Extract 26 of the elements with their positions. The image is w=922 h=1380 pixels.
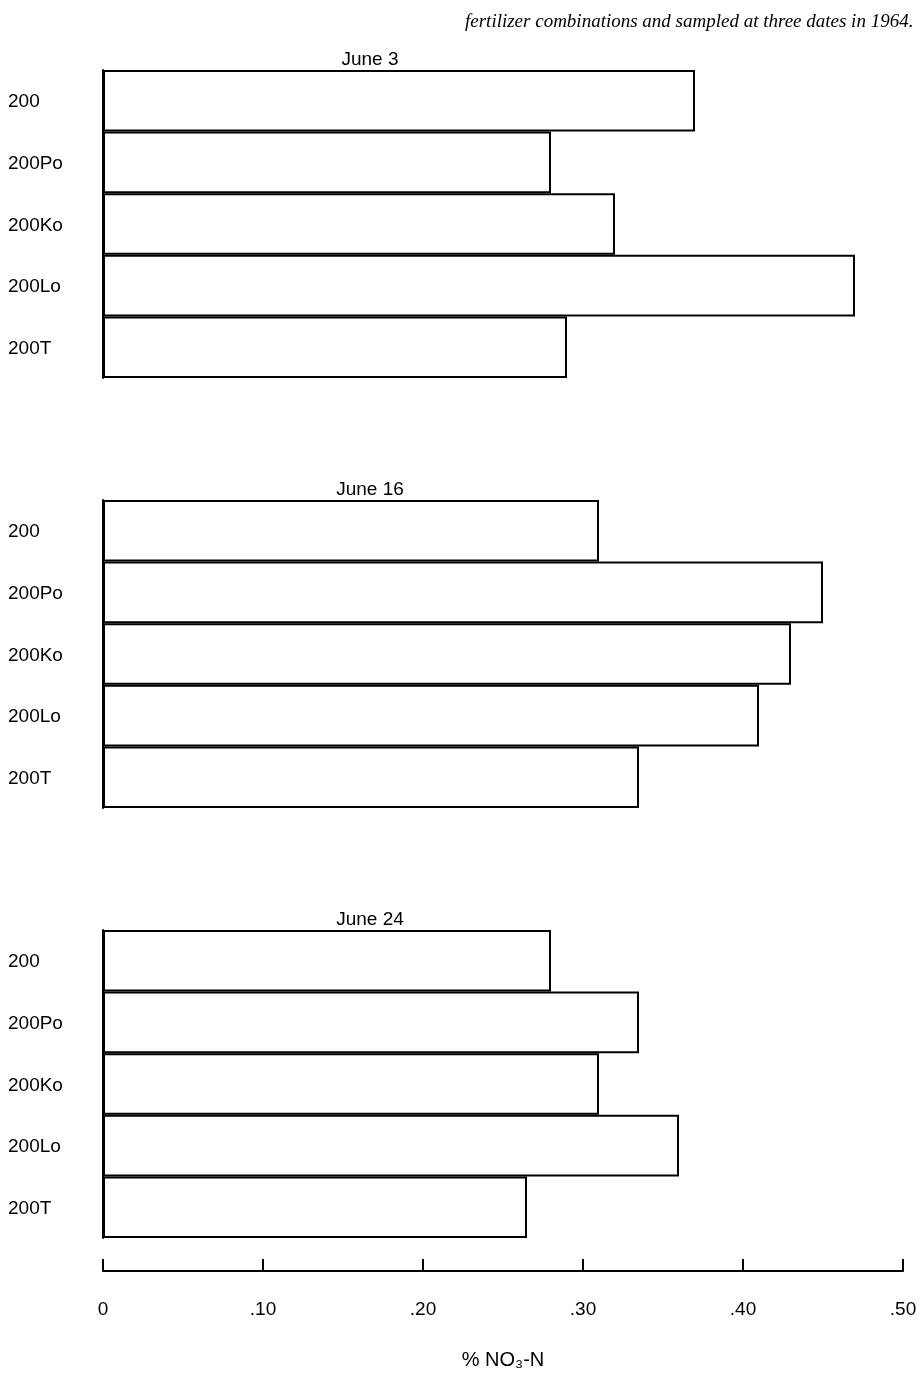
x-tick-label: 0 (97, 1298, 109, 1319)
y-tick-label: 200Po (8, 1011, 63, 1033)
y-tick-label: 200Ko (8, 213, 63, 235)
y-tick-label: 200 (8, 90, 40, 112)
x-axis-title: % NO₃-N (461, 1348, 545, 1370)
y-tick-label: 200T (8, 336, 52, 358)
x-tick-label: .50 (889, 1298, 917, 1319)
x-tick-label: .30 (569, 1298, 597, 1319)
x-tick-label: .40 (729, 1298, 757, 1319)
y-tick-label: 200T (8, 1196, 52, 1218)
chart-title: June 16 (336, 478, 404, 499)
y-tick-label: 200Ko (8, 1073, 63, 1095)
text: fertilizer combinations and sampled at three dates in 1964. (465, 10, 914, 31)
y-tick-label: 200 (8, 520, 40, 542)
y-tick-label: 200Po (8, 151, 63, 173)
y-tick-label: 200Lo (8, 275, 61, 297)
y-tick-label: 200Lo (8, 705, 61, 727)
x-tick-label: .10 (249, 1298, 277, 1319)
y-tick-label: 200T (8, 766, 52, 788)
y-tick-label: 200Ko (8, 643, 63, 665)
x-tick-label: .20 (409, 1298, 437, 1319)
y-tick-label: 200Po (8, 581, 63, 603)
chart-title: June 24 (336, 908, 405, 929)
y-tick-label: 200 (8, 950, 40, 972)
chart-title: June 3 (341, 48, 399, 69)
y-tick-label: 200Lo (8, 1135, 61, 1157)
